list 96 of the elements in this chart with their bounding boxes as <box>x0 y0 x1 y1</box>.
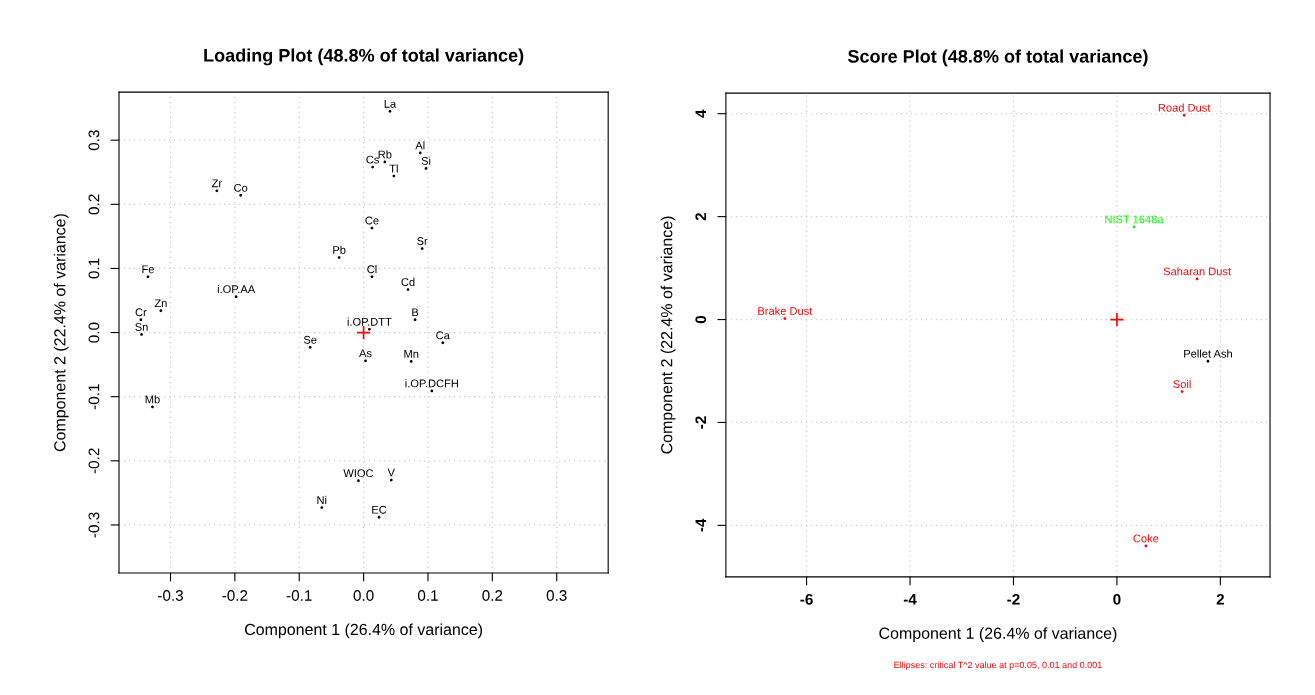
series-label: i.OP.DTT <box>347 317 392 326</box>
x-tick-label: 0.3 <box>546 590 567 601</box>
series-label: Sr <box>417 237 428 245</box>
x-tick-label: -6 <box>800 593 813 605</box>
series-label: Si <box>421 156 431 165</box>
series-label: Se <box>303 335 317 344</box>
point <box>424 167 428 170</box>
series-label: Brake Dust <box>758 306 813 315</box>
series-label: Mb <box>145 395 160 404</box>
point <box>406 288 410 291</box>
point <box>308 345 312 349</box>
series-label: Cs <box>366 155 379 164</box>
point <box>370 275 374 279</box>
series-label: Co <box>234 183 248 192</box>
point <box>140 333 143 336</box>
series-label: As <box>359 349 372 358</box>
series-label: Tl <box>389 164 398 173</box>
x-axis-title: Component 1 (26.4% of variance) <box>245 623 483 639</box>
series-label: Sn <box>135 323 148 331</box>
series-label: Saharan Dust <box>1163 267 1231 276</box>
y-tick-label: -2 <box>695 416 707 429</box>
point <box>389 478 393 482</box>
x-tick-label: -2 <box>1007 593 1020 605</box>
series-label: Zn <box>154 299 167 308</box>
point <box>234 295 238 299</box>
point <box>420 247 424 250</box>
point <box>1180 390 1184 393</box>
point <box>337 256 341 259</box>
point <box>239 193 243 197</box>
y-tick-label: -0.3 <box>88 512 100 538</box>
y-tick-label: 0.3 <box>88 130 100 151</box>
x-tick-label: 0.0 <box>353 590 374 601</box>
x-axis-title: Component 1 (26.4% of variance) <box>879 627 1117 643</box>
series-label: Ce <box>365 216 379 225</box>
x-tick-label: 0.1 <box>417 590 438 601</box>
point <box>413 318 417 322</box>
point <box>388 109 392 113</box>
point <box>377 515 381 519</box>
y-tick-label: 0.0 <box>88 322 100 343</box>
series-label: Zr <box>211 179 222 188</box>
series-label: Road Dust <box>1158 103 1211 112</box>
series-label: La <box>384 99 397 108</box>
series-label: Fe <box>142 265 154 274</box>
point <box>320 506 324 510</box>
x-tick-label: 0 <box>1113 593 1121 605</box>
x-tick-label: -4 <box>903 594 917 605</box>
series-label: Cl <box>367 265 377 274</box>
x-tick-label: -0.2 <box>222 590 248 601</box>
series-label: Al <box>415 141 425 150</box>
x-tick-label: -0.3 <box>158 590 183 601</box>
series-label: Coke <box>1133 534 1159 543</box>
chart-title: Score Plot (48.8% of total variance) <box>847 49 1148 67</box>
point <box>1109 312 1125 327</box>
text: Ellipses: critical T^2 value at p=0.05, 0.01 and 0.001 <box>894 661 1102 670</box>
point <box>356 325 372 340</box>
y-tick-label: -4 <box>695 518 707 532</box>
series-label: Rb <box>378 150 392 159</box>
point <box>418 151 422 155</box>
series-label: i.OP.DCFH <box>405 379 458 388</box>
series-label: B <box>412 308 419 317</box>
point <box>357 479 360 483</box>
series-label: V <box>387 468 395 477</box>
y-tick-label: 0 <box>695 315 707 324</box>
point <box>368 327 371 331</box>
y-tick-label: 2 <box>695 213 707 221</box>
point <box>159 309 163 313</box>
chart-title: Loading Plot (48.8% of total variance) <box>204 48 524 66</box>
y-tick-label: 4 <box>695 109 707 118</box>
series-label: i.OP.AA <box>217 284 256 294</box>
series-label: NIST 1648a <box>1105 215 1164 224</box>
y-axis-title: Component 2 (22.4% of variance) <box>53 214 69 452</box>
y-tick-label: 0.1 <box>88 258 100 279</box>
y-tick-label: -0.2 <box>88 448 100 474</box>
series-label: Ni <box>317 495 327 504</box>
series-label: EC <box>372 505 387 514</box>
y-axis-title: Component 2 (22.4% of variance) <box>660 216 676 454</box>
point <box>783 317 787 320</box>
point <box>409 360 413 363</box>
series-label: Soil <box>1173 379 1191 389</box>
point <box>146 275 150 279</box>
series-label: Ca <box>436 331 450 340</box>
x-tick-label: 2 <box>1216 593 1225 605</box>
point <box>151 405 154 409</box>
series-label: Cd <box>401 277 415 287</box>
y-tick-label: -0.1 <box>88 384 100 410</box>
point <box>364 359 367 363</box>
series-label: WIOC <box>343 469 374 478</box>
x-tick-label: -0.1 <box>286 590 312 601</box>
x-tick-label: 0.2 <box>482 590 503 601</box>
series-label: Cr <box>135 308 147 317</box>
point <box>441 341 445 345</box>
series-label: Mn <box>404 350 419 358</box>
series-label: Pellet Ash <box>1184 349 1232 358</box>
series-label: Pb <box>333 245 346 254</box>
point <box>371 165 374 169</box>
y-tick-label: 0.2 <box>88 194 100 215</box>
